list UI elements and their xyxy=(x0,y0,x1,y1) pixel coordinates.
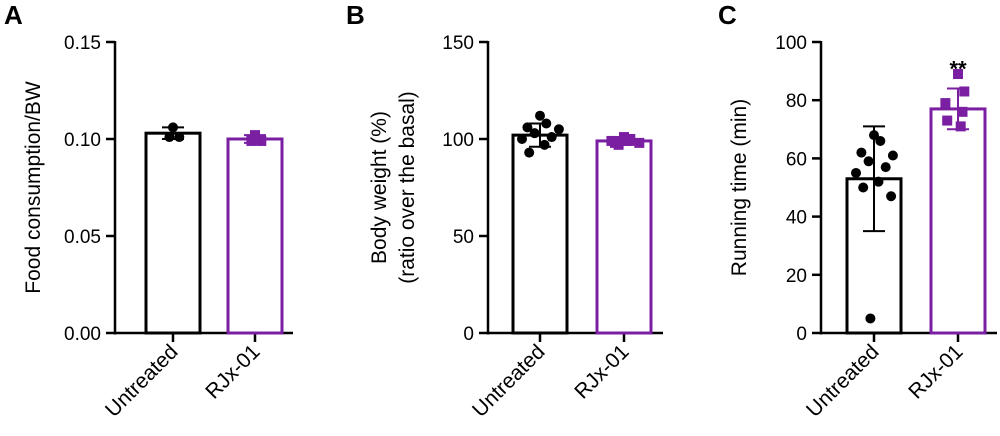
data-point xyxy=(546,132,557,143)
y-tick-label: 100 xyxy=(775,33,807,54)
data-point xyxy=(634,137,645,148)
data-point xyxy=(869,130,879,141)
data-point xyxy=(875,135,886,146)
x-tick-label: Untreated xyxy=(802,340,883,421)
y-tick-label: 0 xyxy=(796,324,807,345)
data-point xyxy=(621,135,632,146)
data-point xyxy=(942,115,953,126)
data-point xyxy=(887,150,898,161)
data-point xyxy=(880,162,891,173)
data-point xyxy=(517,134,527,144)
data-point xyxy=(856,147,867,158)
data-point xyxy=(524,147,535,158)
y-tick-label: 100 xyxy=(442,130,474,151)
bar xyxy=(144,131,202,335)
significance-annotation: ** xyxy=(949,57,967,82)
data-point xyxy=(858,182,869,193)
data-point xyxy=(529,128,540,139)
x-tick-label: Untreated xyxy=(101,340,182,421)
data-point xyxy=(541,118,552,129)
y-axis-label-line2: (ratio over the basal) xyxy=(396,91,419,284)
data-point xyxy=(863,156,874,167)
bar xyxy=(595,139,653,335)
data-point xyxy=(959,86,970,97)
panel-letter: C xyxy=(718,0,737,30)
y-tick-label: 0.05 xyxy=(64,227,101,248)
data-point xyxy=(256,135,267,146)
y-axis-label: Body weight (%) xyxy=(368,111,391,264)
y-tick-label: 40 xyxy=(786,208,807,229)
x-tick-label: RJx-01 xyxy=(201,340,264,403)
data-point xyxy=(851,167,861,178)
y-axis-label: Food consumption/BW xyxy=(22,81,45,294)
data-point xyxy=(955,121,966,132)
bar xyxy=(929,107,987,335)
data-point xyxy=(957,106,968,117)
data-point xyxy=(539,139,550,150)
y-tick-label: 80 xyxy=(786,91,807,112)
data-point xyxy=(613,139,624,150)
data-point xyxy=(865,313,876,324)
y-tick-label: 60 xyxy=(786,149,807,170)
y-tick-label: 50 xyxy=(453,227,474,248)
panel-letter: B xyxy=(346,0,365,30)
x-tick-label: RJx-01 xyxy=(570,340,633,403)
y-tick-label: 0.10 xyxy=(64,130,101,151)
chart-panel-c: C 0 20 40 60 80 100 Running time (min) Untreated… xyxy=(718,0,997,422)
data-point xyxy=(174,132,185,143)
bar xyxy=(511,133,569,335)
data-point xyxy=(164,132,175,143)
chart-panel-a: A 0.00 0.05 0.10 0.15 Food consumption/BW Untr… xyxy=(4,0,293,422)
data-point xyxy=(535,110,545,121)
data-point xyxy=(953,69,963,80)
x-tick-label: Untreated xyxy=(468,340,549,421)
panel-letter: A xyxy=(4,0,23,30)
x-tick-label: RJx-01 xyxy=(904,340,967,403)
data-point xyxy=(873,176,884,187)
y-tick-label: 20 xyxy=(786,266,807,287)
data-point xyxy=(940,98,951,109)
y-tick-label: 0 xyxy=(463,324,474,345)
data-point xyxy=(168,122,178,133)
data-point xyxy=(246,135,257,146)
data-point xyxy=(553,124,564,135)
chart-panel-b: B 0 50 100 150 Body weight (%) (ratio over the… xyxy=(346,0,663,422)
bar xyxy=(226,137,284,335)
data-point xyxy=(886,191,897,202)
y-axis-label: Running time (min) xyxy=(728,99,751,276)
y-tick-label: 150 xyxy=(442,33,474,54)
data-point xyxy=(250,130,260,141)
data-point xyxy=(522,122,533,133)
y-tick-label: 0.00 xyxy=(64,324,101,345)
y-tick-label: 0.15 xyxy=(64,33,101,54)
